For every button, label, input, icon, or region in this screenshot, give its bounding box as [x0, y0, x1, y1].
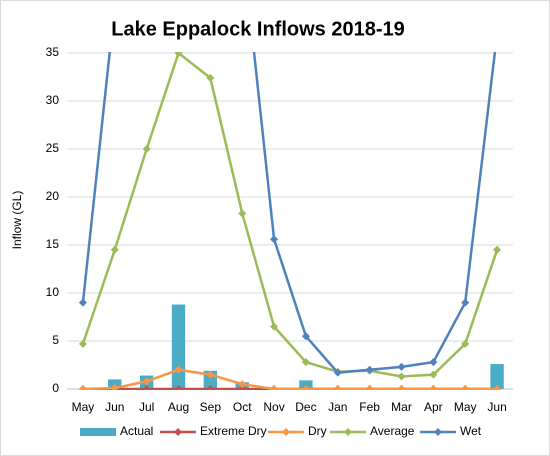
x-tick-label: Apr: [424, 400, 443, 414]
marker: [110, 384, 119, 390]
marker: [78, 298, 87, 307]
marker: [142, 145, 151, 153]
marker: [142, 377, 151, 386]
legend-label: Extreme Dry: [200, 424, 267, 438]
plot-area: [78, 52, 504, 390]
marker: [365, 385, 374, 390]
marker: [78, 385, 87, 390]
marker: [397, 385, 406, 390]
x-tick-label: Sep: [200, 400, 222, 414]
marker: [461, 298, 470, 307]
y-tick-label: 20: [46, 189, 60, 203]
marker: [238, 209, 247, 218]
legend-marker: [344, 428, 352, 436]
marker: [333, 368, 342, 377]
x-tick-label: Mar: [391, 400, 412, 414]
marker: [110, 245, 119, 254]
bar: [299, 380, 313, 389]
marker: [142, 385, 151, 390]
marker: [174, 52, 183, 57]
x-tick-label: Jun: [105, 400, 124, 414]
x-tick-label: May: [454, 400, 477, 414]
y-axis-label: Inflow (GL): [10, 191, 24, 250]
marker: [461, 339, 470, 348]
marker: [493, 385, 502, 390]
chart-title: Lake Eppalock Inflows 2018-19: [111, 18, 404, 40]
marker: [461, 385, 470, 390]
legend-swatch: [80, 428, 116, 436]
legend-marker: [282, 428, 290, 436]
x-tick-label: Jul: [139, 400, 154, 414]
legend-label: Dry: [308, 424, 327, 438]
legend-label: Average: [370, 424, 415, 438]
line: [81, 52, 497, 374]
marker: [174, 385, 183, 390]
line: [81, 52, 499, 378]
marker: [397, 372, 406, 381]
x-tick-label: Nov: [263, 400, 284, 414]
y-tick-label: 0: [52, 381, 59, 395]
marker: [270, 235, 279, 244]
y-tick-label: 35: [46, 45, 60, 59]
x-tick-label: Jun: [487, 400, 506, 414]
legend-label: Wet: [460, 424, 482, 438]
marker: [301, 358, 310, 367]
marker: [78, 339, 87, 348]
marker: [429, 370, 438, 379]
x-tick-label: May: [72, 400, 95, 414]
marker: [493, 245, 502, 254]
marker: [206, 370, 215, 379]
marker: [206, 73, 215, 82]
y-tick-label: 30: [46, 93, 60, 107]
marker: [429, 358, 438, 367]
legend-marker: [434, 428, 442, 436]
line: [82, 368, 498, 390]
x-tick-label: Jan: [328, 400, 347, 414]
bar: [171, 304, 186, 389]
legend-marker: [174, 428, 182, 436]
marker: [301, 385, 310, 390]
marker: [365, 365, 374, 374]
marker: [174, 365, 183, 374]
marker: [301, 332, 310, 341]
y-tick-label: 15: [46, 237, 60, 251]
y-tick-label: 25: [46, 141, 60, 155]
x-tick-label: Aug: [168, 400, 189, 414]
legend-label: Actual: [120, 424, 153, 438]
marker: [270, 385, 279, 390]
x-tick-label: Oct: [233, 400, 252, 414]
marker: [238, 380, 247, 389]
x-tick-label: Feb: [359, 400, 380, 414]
y-tick-label: 5: [52, 333, 59, 347]
marker: [206, 385, 215, 390]
marker: [270, 322, 279, 331]
x-tick-label: Dec: [295, 400, 316, 414]
marker: [397, 362, 406, 371]
marker: [429, 385, 438, 390]
bar: [490, 364, 504, 389]
marker: [333, 385, 342, 390]
y-tick-label: 10: [46, 285, 60, 299]
